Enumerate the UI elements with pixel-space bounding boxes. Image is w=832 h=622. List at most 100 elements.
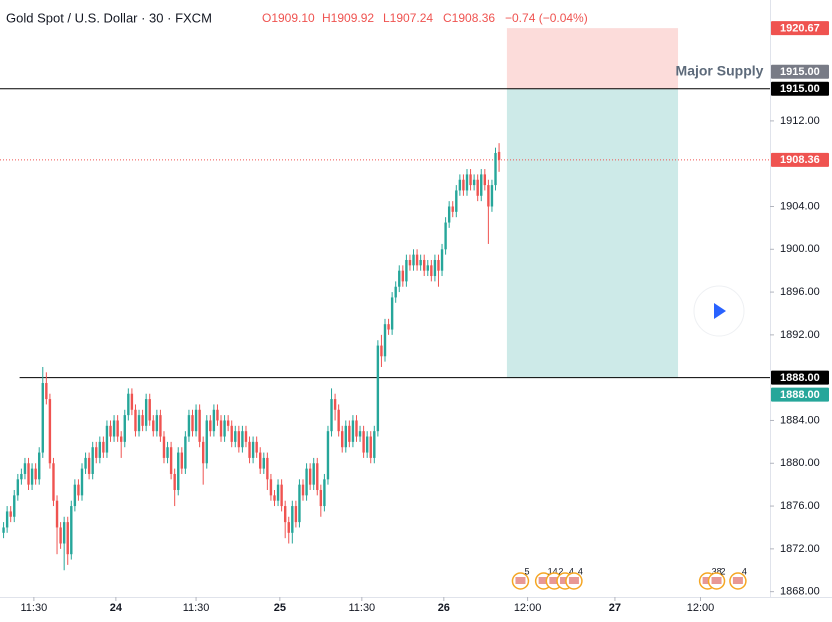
candle-body [380,345,383,357]
ohlc-value: O1909.10 [262,11,315,25]
candle-body [294,506,298,523]
ohlc-value: H1909.92 [322,11,374,25]
candle-body [187,415,191,437]
candle-body [316,463,319,491]
candle-body [276,484,280,501]
candle-body [212,409,216,432]
candle-body [291,506,294,533]
candle-body [216,409,219,421]
candle-body [305,468,308,496]
candle-body [155,415,159,432]
candle-body [312,463,315,485]
candle-body [109,425,112,437]
candle-body [87,457,91,474]
event-flag [515,577,526,584]
candle-body [244,431,248,442]
candle-body [162,436,166,458]
candle-body [383,324,387,357]
candle-body [77,484,80,496]
candle-body [358,431,362,437]
candle-body [27,463,30,485]
candle-body [465,174,469,191]
price-tag-label: 1908.36 [780,154,820,166]
candle-body [219,420,223,437]
x-tick-label: 11:30 [348,602,375,614]
y-tick-label: 1900.00 [780,243,820,255]
candle-body [41,383,44,453]
x-tick-label: 12:00 [514,602,542,614]
y-tick-label: 1904.00 [780,200,820,212]
candle-body [169,447,173,474]
x-tick-label: 26 [438,602,450,614]
ohlc-value: C1908.36 [443,11,495,25]
candle-body [177,452,180,491]
target-zone [506,88,679,378]
candle-body [344,425,347,448]
candle-body [437,259,440,271]
price-tag [771,64,829,79]
price-tag [771,21,829,36]
play-button[interactable] [693,285,745,337]
price-tag-label: 1915.00 [780,66,820,78]
candle-body [273,495,276,501]
candle-body [194,409,198,432]
candle-body [95,447,98,458]
candle-body [144,399,148,426]
candle-body [451,206,454,212]
x-tick-label: 24 [110,602,123,614]
candle-body [248,441,251,458]
candle-body [59,527,62,544]
candle-body [70,506,73,555]
candle-body [112,420,116,437]
candle-body [198,409,201,442]
candle-body [159,415,162,437]
candle-body [326,431,330,480]
event-label: 4 [578,566,583,576]
candle-body [480,174,483,196]
candle-body [401,270,405,282]
annotation: Major Supply [676,62,764,78]
candle-body [23,463,27,474]
candle-body [205,420,208,464]
event-flag [568,577,579,584]
candle-body [469,174,472,186]
candle-body [298,484,301,523]
price-tag [771,387,829,402]
axes: 1868.00 1872.00 1876.00 1880.00 1884.00 1892.… [21,21,829,614]
candle-body [34,468,37,480]
x-tick-label: 12:00 [687,602,715,614]
candle-body [237,431,241,448]
candle-body [430,265,433,277]
y-tick-label: 1912.00 [780,115,820,127]
candle-body [148,399,151,421]
event-flag [538,577,549,584]
price-tag-label: 1920.67 [780,23,820,35]
candle-body [55,500,59,528]
candle-body [191,415,194,432]
candle-body [426,265,429,271]
candle-body [333,399,337,410]
candle-body [447,206,451,223]
candle-body [123,415,126,442]
candle-body [2,527,5,533]
candle-body [497,151,501,160]
candle-body [116,420,119,437]
candle-body [259,452,262,469]
candle-body [120,436,123,442]
candle-body [5,511,9,528]
candle-body [152,420,155,432]
play-icon[interactable] [714,303,726,319]
candle-body [376,345,380,432]
candle-body [348,425,351,442]
candle-body [38,452,41,480]
candle-body [166,447,169,458]
candle-body [13,495,16,517]
candle-body [440,249,444,271]
candle-body [230,425,233,442]
candle-body [433,259,437,277]
candle-body [52,463,55,501]
candle-body [173,473,176,491]
candle-body [223,420,226,437]
